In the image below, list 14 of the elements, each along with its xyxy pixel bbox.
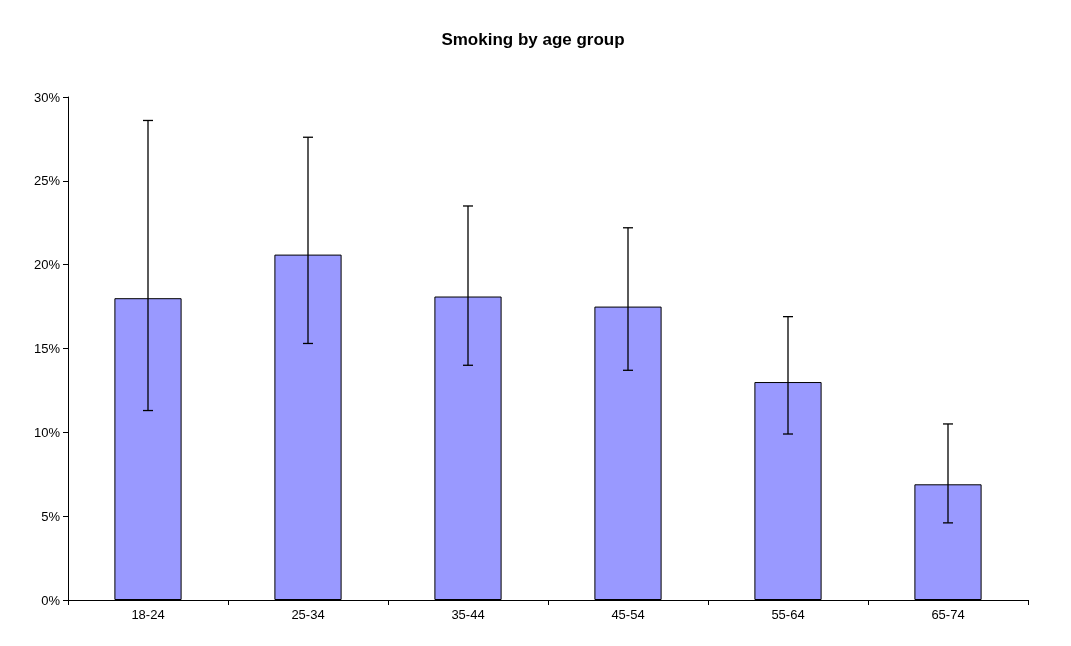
y-tick-label: 25%	[33, 173, 61, 189]
x-tick-label: 65-74	[931, 607, 965, 622]
chart-title: Smoking by age group	[441, 30, 625, 49]
y-tick-label: 15%	[33, 341, 61, 356]
x-tick-label: 55-64	[771, 607, 805, 622]
y-tick-label: 0%	[41, 592, 61, 608]
x-tick-label: 45-54	[611, 607, 645, 622]
y-tick-label: 20%	[33, 257, 61, 273]
y-tick-label: 30%	[33, 89, 61, 105]
x-tick-label: 18-24	[131, 607, 165, 622]
x-tick-label: 35-44	[451, 607, 485, 622]
y-tick-label: 10%	[33, 424, 61, 440]
y-tick-label: 5%	[41, 508, 61, 524]
x-tick-label: 25-34	[291, 607, 325, 622]
